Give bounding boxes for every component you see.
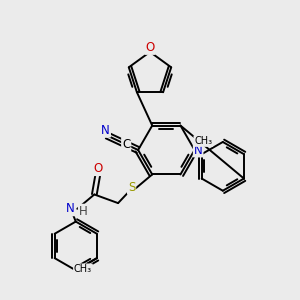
Text: O: O	[93, 162, 103, 175]
Text: O: O	[146, 41, 154, 54]
Text: CH₃: CH₃	[74, 264, 92, 274]
Text: N: N	[194, 143, 203, 157]
Text: N: N	[66, 202, 75, 215]
Text: N: N	[101, 124, 110, 137]
Text: CH₃: CH₃	[194, 136, 212, 146]
Text: H: H	[79, 205, 88, 218]
Text: C: C	[122, 138, 130, 151]
Text: S: S	[128, 181, 135, 194]
